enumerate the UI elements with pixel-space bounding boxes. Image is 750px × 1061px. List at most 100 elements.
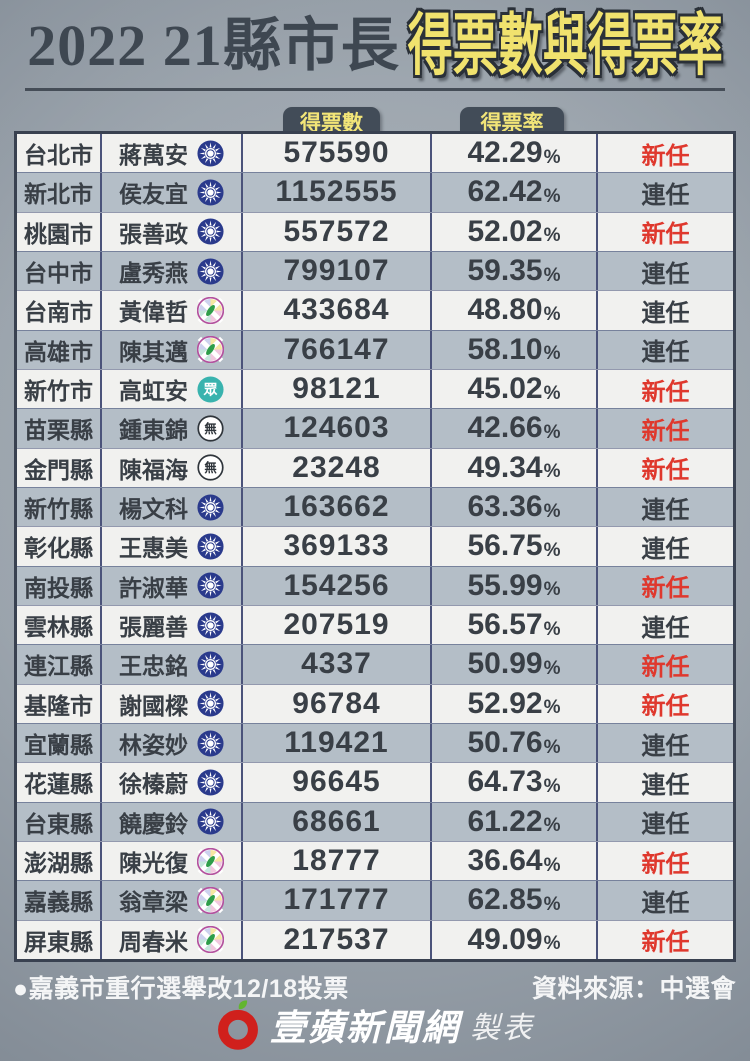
- candidate-name: 陳光復: [119, 850, 188, 877]
- city-cell: 新北市: [24, 181, 93, 208]
- candidate-cell: 陳福海 無: [100, 448, 241, 487]
- city-cell: 台南市: [24, 299, 93, 326]
- percent-sign: %: [543, 264, 561, 286]
- rate-value: 61.22: [467, 804, 543, 838]
- brand-suffix: 製表: [470, 1012, 534, 1045]
- votes-cell: 557572: [241, 212, 430, 251]
- status-cell: 新任: [596, 134, 733, 173]
- rate-cell: 56.57 %: [430, 605, 596, 645]
- city-cell: 台北市: [24, 142, 93, 169]
- kmt-party-icon: [197, 572, 224, 599]
- kmt-party-icon: [197, 140, 224, 167]
- table-row: 雲林縣 張麗善 207519 56.57 % 連任: [17, 604, 733, 645]
- percent-sign: %: [543, 539, 561, 561]
- city-cell: 金門縣: [24, 456, 93, 483]
- rate-cell: 56.75 %: [430, 527, 596, 566]
- percent-sign: %: [543, 579, 561, 601]
- votes-cell: 433684: [241, 291, 430, 330]
- dpp-party-icon: [197, 296, 224, 324]
- rate-value: 63.36: [467, 490, 543, 524]
- status-cell: 連任: [596, 723, 733, 763]
- candidate-name: 林姿妙: [119, 732, 188, 759]
- votes-cell: 799107: [241, 251, 430, 291]
- status-cell: 新任: [596, 369, 733, 409]
- votes-cell: 119421: [241, 723, 430, 763]
- table-row: 新竹縣 楊文科 163662 63.36 % 連任: [17, 486, 733, 527]
- kmt-party-icon: [197, 730, 224, 757]
- percent-sign: %: [543, 461, 561, 483]
- table-row: 新竹市 高虹安 眾 98121 45.02 % 新任: [17, 368, 733, 409]
- candidate-name: 陳其邁: [119, 338, 188, 365]
- dpp-party-icon: [197, 847, 224, 875]
- candidate-cell: 張善政: [100, 212, 241, 251]
- candidate-cell: 翁章梁: [100, 881, 241, 920]
- city-cell: 連江縣: [24, 653, 93, 680]
- table-row: 澎湖縣 陳光復 18777 36.64 % 新任: [17, 840, 733, 881]
- city-cell: 桃園市: [24, 220, 93, 247]
- status-cell: 連任: [596, 173, 733, 212]
- candidate-cell: 徐榛蔚: [100, 763, 241, 802]
- rate-value: 59.35: [467, 254, 543, 288]
- title-main-text: 2022 21縣市長: [27, 13, 400, 78]
- kmt-party-icon: [197, 808, 224, 835]
- rate-value: 56.75: [467, 529, 543, 563]
- kmt-party-icon: [197, 179, 224, 206]
- votes-cell: 1152555: [241, 173, 430, 212]
- votes-cell: 575590: [241, 134, 430, 173]
- city-cell: 澎湖縣: [24, 850, 93, 877]
- percent-sign: %: [543, 382, 561, 404]
- table-row: 高雄市 陳其邁 766147 58.10 % 連任: [17, 329, 733, 369]
- city-cell: 屏東縣: [24, 928, 93, 955]
- table-row: 新北市 侯友宜 1152555 62.42 % 連任: [17, 172, 733, 212]
- city-cell: 花蓮縣: [24, 771, 93, 798]
- brand-name: 壹蘋新聞網: [269, 1007, 460, 1048]
- rate-value: 50.76: [467, 726, 543, 760]
- percent-sign: %: [543, 736, 561, 758]
- table-row: 金門縣 陳福海 無 23248 49.34 % 新任: [17, 447, 733, 487]
- tpp-party-icon: 眾: [197, 376, 224, 403]
- rate-value: 62.85: [467, 883, 543, 917]
- kmt-party-icon: [197, 690, 224, 717]
- table-row: 苗栗縣 鍾東錦 無 124603 42.66 % 新任: [17, 408, 733, 448]
- percent-sign: %: [543, 421, 561, 443]
- rate-cell: 49.09 %: [430, 920, 596, 959]
- status-cell: 新任: [596, 841, 733, 881]
- rate-cell: 36.64 %: [430, 841, 596, 881]
- rate-cell: 63.36 %: [430, 487, 596, 527]
- percent-sign: %: [543, 815, 561, 837]
- city-cell: 雲林縣: [24, 614, 93, 641]
- rate-value: 52.92: [467, 686, 543, 720]
- candidate-cell: 王惠美: [100, 527, 241, 566]
- city-cell: 嘉義縣: [24, 889, 93, 916]
- votes-cell: 4337: [241, 645, 430, 684]
- status-cell: 新任: [596, 448, 733, 487]
- votes-cell: 207519: [241, 605, 430, 645]
- rate-cell: 64.73 %: [430, 763, 596, 802]
- rate-cell: 55.99 %: [430, 566, 596, 605]
- page-title: 2022 21縣市長 得票數與得票率: [0, 11, 750, 82]
- kmt-party-icon: [197, 612, 224, 639]
- table-row: 南投縣 許淑華 154256 55.99 % 新任: [17, 565, 733, 605]
- city-cell: 新竹市: [24, 378, 93, 405]
- independent-glyph: 無: [204, 421, 217, 436]
- table-row: 屏東縣 周春米 217537 49.09 % 新任: [17, 919, 733, 959]
- votes-cell: 23248: [241, 448, 430, 487]
- independent-party-icon: 無: [197, 415, 224, 442]
- rate-value: 45.02: [467, 372, 543, 406]
- table-row: 嘉義縣 翁章梁 171777 62.85 % 連任: [17, 880, 733, 920]
- candidate-cell: 周春米: [100, 920, 241, 959]
- dpp-party-icon: [197, 336, 224, 364]
- percent-sign: %: [543, 618, 561, 640]
- percent-sign: %: [543, 657, 561, 679]
- candidate-name: 鍾東錦: [119, 417, 188, 444]
- kmt-party-icon: [197, 651, 224, 678]
- votes-cell: 171777: [241, 881, 430, 920]
- status-cell: 新任: [596, 920, 733, 959]
- candidate-cell: 楊文科: [100, 487, 241, 527]
- rate-cell: 42.29 %: [430, 134, 596, 173]
- percent-sign: %: [543, 697, 561, 719]
- status-cell: 新任: [596, 566, 733, 605]
- city-cell: 台中市: [24, 260, 93, 287]
- data-source: 資料來源：中選會: [531, 975, 736, 1003]
- percent-sign: %: [543, 854, 561, 876]
